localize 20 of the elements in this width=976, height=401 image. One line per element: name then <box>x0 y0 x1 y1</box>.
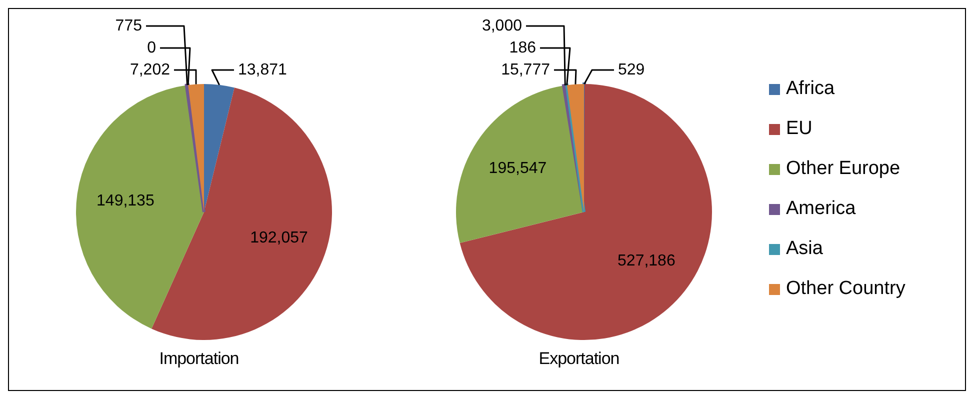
data-label: 3,000 <box>482 18 522 34</box>
slice-label: Exportation <box>538 349 620 369</box>
data-label: 149,135 <box>96 192 154 210</box>
legend-label: Other Europe <box>786 158 900 180</box>
data-label: 192,057 <box>250 229 308 246</box>
data-label: 527,186 <box>618 252 676 270</box>
legend-label: Africa <box>786 78 835 100</box>
data-label: 186 <box>509 40 536 56</box>
data-label: 15,777 <box>501 62 550 78</box>
data-label: 7,202 <box>130 62 170 78</box>
data-label: 13,871 <box>238 62 288 78</box>
legend-label: Asia <box>786 238 823 260</box>
data-label: 195,547 <box>488 160 547 177</box>
data-label: 529 <box>618 62 645 78</box>
text: 0 <box>147 40 156 56</box>
data-label: 775 <box>115 18 142 34</box>
legend-label: Other Country <box>786 278 906 300</box>
slice-label: Importation <box>158 349 240 369</box>
legend-label: EU <box>786 118 812 140</box>
legend-label: America <box>786 198 856 220</box>
